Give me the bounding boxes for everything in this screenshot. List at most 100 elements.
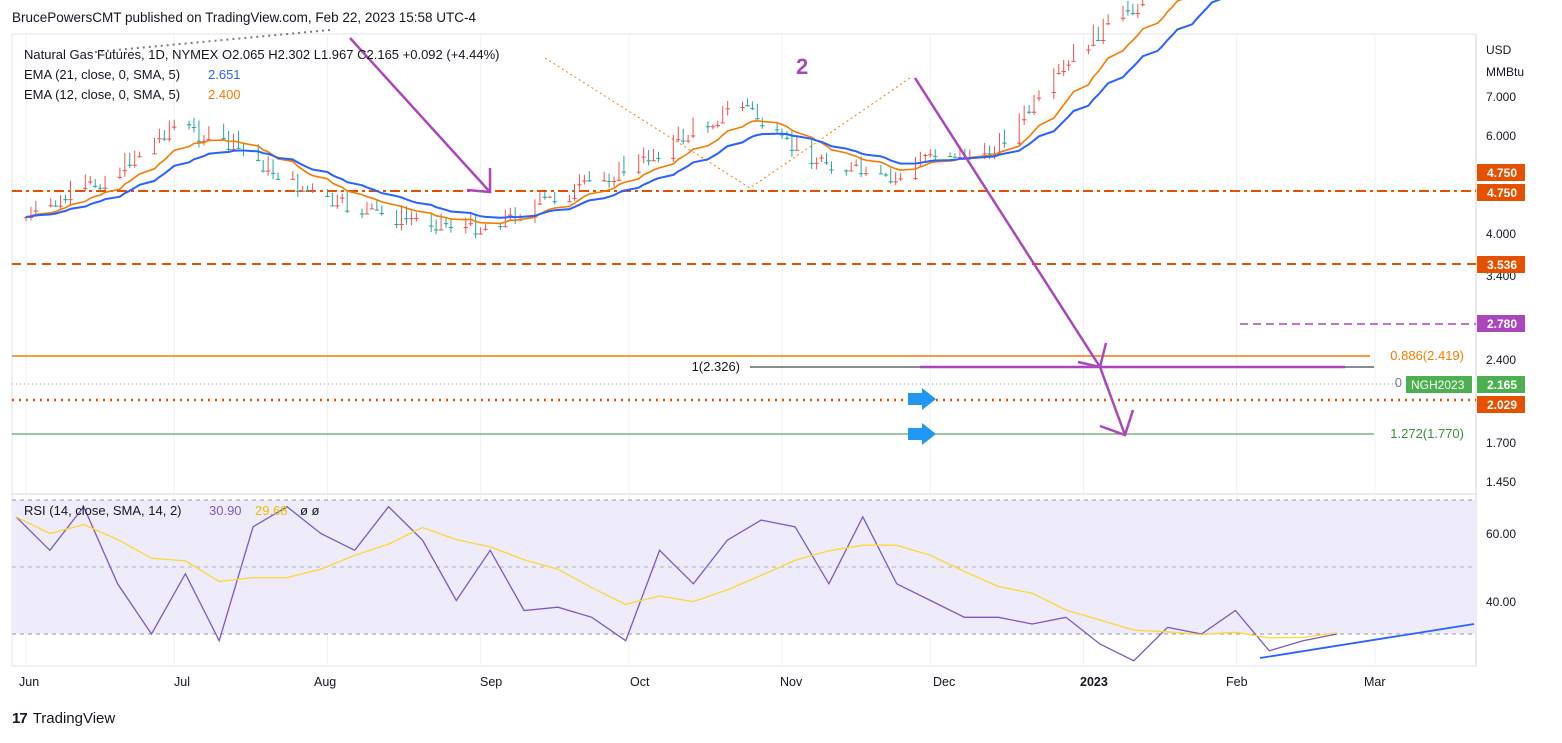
candle[interactable]	[63, 194, 68, 203]
candle[interactable]	[152, 137, 157, 155]
candle[interactable]	[547, 195, 552, 198]
candle[interactable]	[117, 167, 123, 180]
candle[interactable]	[1056, 63, 1061, 75]
candle[interactable]	[88, 176, 93, 185]
rsi-divergence-line[interactable]	[1259, 623, 1475, 659]
candle[interactable]	[710, 124, 716, 130]
candle[interactable]	[582, 174, 587, 185]
candle[interactable]	[344, 189, 350, 214]
candlestick-series[interactable]	[23, 0, 1343, 239]
candle[interactable]	[760, 117, 765, 129]
candle[interactable]	[809, 137, 814, 169]
candle[interactable]	[448, 219, 454, 233]
candle[interactable]	[28, 206, 34, 221]
candle[interactable]	[512, 207, 518, 224]
candle[interactable]	[68, 180, 73, 206]
candle[interactable]	[1017, 113, 1022, 146]
candle[interactable]	[369, 203, 375, 210]
candle[interactable]	[947, 152, 953, 158]
candle[interactable]	[1101, 18, 1106, 45]
candle[interactable]	[1061, 59, 1066, 77]
candle[interactable]	[414, 212, 419, 222]
candle[interactable]	[774, 121, 780, 133]
candle[interactable]	[1091, 24, 1096, 47]
candle[interactable]	[191, 117, 197, 133]
candle[interactable]	[359, 208, 365, 219]
candle[interactable]	[503, 209, 508, 228]
candle[interactable]	[1140, 0, 1145, 7]
candle[interactable]	[508, 207, 513, 220]
candle[interactable]	[221, 123, 226, 141]
blue-arrow-icon[interactable]	[908, 423, 936, 445]
candle[interactable]	[888, 168, 893, 184]
candle[interactable]	[58, 194, 63, 211]
candle[interactable]	[92, 178, 98, 188]
candle[interactable]	[893, 171, 898, 186]
candle[interactable]	[172, 119, 177, 130]
candle[interactable]	[132, 150, 137, 168]
candle[interactable]	[824, 152, 829, 166]
candle[interactable]	[690, 117, 696, 139]
candle[interactable]	[587, 171, 592, 182]
pattern-dotted-line[interactable]	[544, 57, 911, 189]
candle[interactable]	[443, 217, 449, 228]
candle[interactable]	[1120, 5, 1126, 22]
candle[interactable]	[157, 128, 162, 144]
candle[interactable]	[167, 120, 172, 142]
candle[interactable]	[325, 189, 330, 198]
blue-arrow-icon[interactable]	[908, 388, 936, 410]
arrow-1-head[interactable]	[466, 168, 492, 194]
candle[interactable]	[601, 171, 607, 182]
candle[interactable]	[374, 200, 380, 211]
candle[interactable]	[814, 157, 819, 170]
candle[interactable]	[399, 206, 404, 231]
candle[interactable]	[537, 192, 543, 205]
candle[interactable]	[231, 134, 236, 152]
candle[interactable]	[305, 185, 310, 192]
candle[interactable]	[928, 149, 933, 158]
candle[interactable]	[720, 105, 725, 124]
candle[interactable]	[1105, 14, 1111, 26]
candle[interactable]	[275, 172, 281, 181]
candle[interactable]	[933, 149, 938, 161]
candle[interactable]	[656, 151, 661, 163]
candle[interactable]	[878, 164, 884, 175]
candle[interactable]	[794, 136, 800, 151]
candle[interactable]	[755, 103, 760, 120]
candle[interactable]	[300, 185, 305, 192]
candle[interactable]	[340, 193, 345, 204]
candle[interactable]	[102, 175, 108, 191]
candle[interactable]	[236, 130, 241, 149]
candle[interactable]	[127, 152, 132, 169]
candle[interactable]	[478, 227, 483, 235]
candle[interactable]	[1125, 0, 1131, 16]
candle[interactable]	[715, 120, 720, 128]
candle[interactable]	[1130, 3, 1136, 16]
candle[interactable]	[1051, 68, 1057, 100]
candle[interactable]	[863, 166, 869, 176]
candle[interactable]	[829, 161, 834, 174]
candle[interactable]	[819, 154, 824, 163]
candle[interactable]	[83, 174, 88, 192]
candle[interactable]	[636, 154, 641, 175]
candle[interactable]	[295, 173, 300, 197]
candle[interactable]	[1135, 4, 1141, 19]
candle[interactable]	[394, 209, 399, 228]
candle[interactable]	[270, 159, 276, 180]
candle[interactable]	[290, 171, 296, 180]
candle[interactable]	[685, 134, 691, 144]
candle[interactable]	[651, 148, 656, 162]
candle[interactable]	[379, 205, 384, 216]
arrow-3-head[interactable]	[1099, 409, 1135, 437]
annotation-arrows[interactable]	[349, 37, 1135, 437]
candle[interactable]	[330, 192, 335, 207]
candle[interactable]	[433, 219, 439, 235]
arrow-3-shaft[interactable]	[1098, 366, 1127, 436]
candle[interactable]	[260, 159, 266, 173]
candle[interactable]	[952, 153, 958, 158]
candle[interactable]	[542, 192, 548, 200]
candle[interactable]	[681, 128, 686, 145]
candle[interactable]	[725, 100, 730, 116]
arrow-2-shaft[interactable]	[913, 77, 1102, 368]
